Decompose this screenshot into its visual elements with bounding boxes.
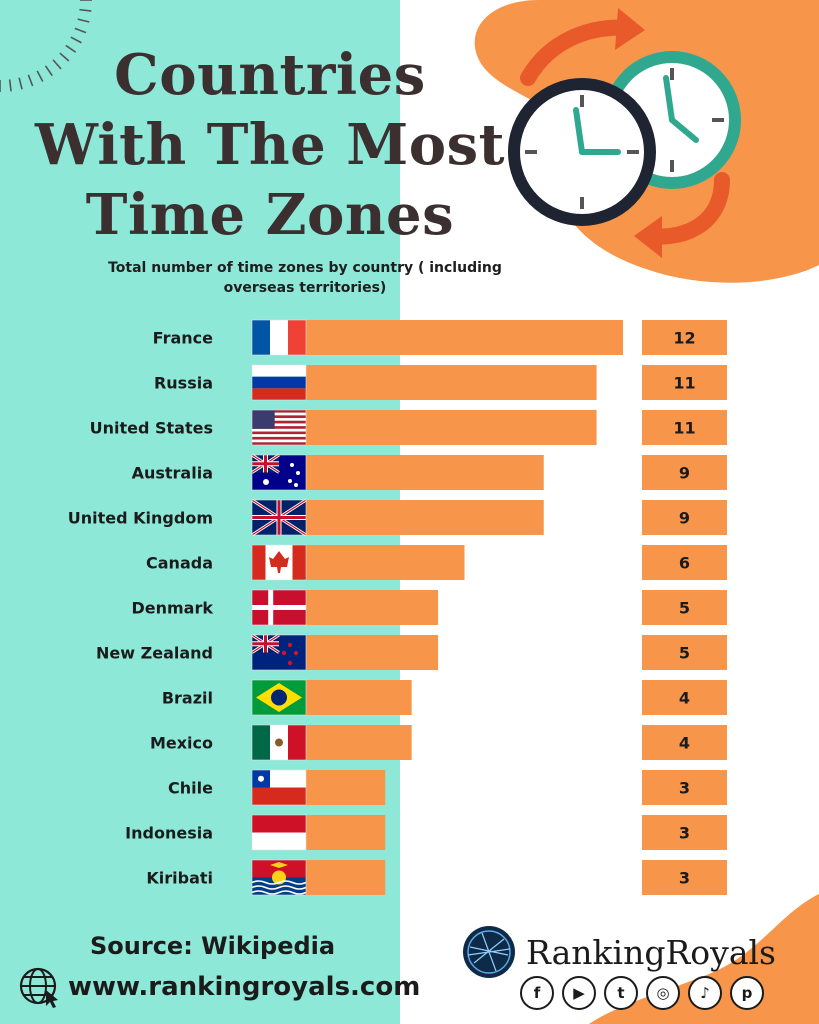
data-label: 6 <box>679 554 690 573</box>
title-line: Time Zones <box>85 182 455 248</box>
denmark-flag <box>251 589 307 626</box>
tiktok-icon[interactable]: ♪ <box>688 976 722 1010</box>
canada-flag <box>251 544 307 581</box>
value-box <box>642 545 727 580</box>
pinterest-icon[interactable]: p <box>730 976 764 1010</box>
data-label: 9 <box>679 509 690 528</box>
russia-flag <box>251 364 307 401</box>
category-label: France <box>153 329 213 348</box>
value-box <box>642 680 727 715</box>
page-title: Countries With The Most Time Zones <box>20 40 520 250</box>
value-box <box>642 455 727 490</box>
category-label: Russia <box>154 374 213 393</box>
category-label: Chile <box>168 779 213 798</box>
new-zealand-flag <box>251 633 307 671</box>
bar <box>306 725 412 760</box>
twitter-icon[interactable]: t <box>604 976 638 1010</box>
sunburst-decoration-icon <box>0 0 92 92</box>
category-label: Denmark <box>131 599 213 618</box>
value-box <box>642 815 727 850</box>
bar <box>306 635 439 670</box>
bar <box>306 545 465 580</box>
value-box <box>642 725 727 760</box>
data-label: 4 <box>679 689 690 708</box>
bar <box>306 500 544 535</box>
social-links: f ▶ t ◎ ♪ p <box>520 976 764 1010</box>
bar <box>306 455 544 490</box>
website-row[interactable]: www.rankingroyals.com <box>18 966 420 1008</box>
globe-icon <box>19 967 58 1008</box>
category-label: New Zealand <box>96 644 213 663</box>
category-label: Brazil <box>162 689 213 708</box>
clocks-illustration-icon <box>508 8 741 258</box>
chart-subtitle: Total number of time zones by country ( … <box>108 260 502 296</box>
value-box <box>642 500 727 535</box>
title-line: With The Most <box>34 112 505 178</box>
data-label: 11 <box>673 374 695 393</box>
data-label: 9 <box>679 464 690 483</box>
facebook-icon[interactable]: f <box>520 976 554 1010</box>
bar <box>306 770 386 805</box>
category-label: Australia <box>132 464 213 483</box>
category-label: United States <box>90 419 213 438</box>
category-label: Indonesia <box>125 824 213 843</box>
chile-flag <box>251 769 307 806</box>
category-label: United Kingdom <box>68 509 213 528</box>
bar <box>306 680 412 715</box>
mexico-flag <box>251 724 307 761</box>
brazil-flag <box>251 679 307 716</box>
value-box <box>642 365 727 400</box>
data-label: 4 <box>679 734 690 753</box>
value-box <box>642 410 727 445</box>
data-label: 3 <box>679 824 690 843</box>
brand-name: RankingRoyals <box>526 932 776 972</box>
brand-logo: RankingRoyals <box>462 925 776 979</box>
value-box <box>642 860 727 895</box>
data-label: 12 <box>673 329 695 348</box>
indonesia-flag <box>251 814 307 851</box>
data-label: 5 <box>679 599 690 618</box>
youtube-icon[interactable]: ▶ <box>562 976 596 1010</box>
united-kingdom-flag <box>251 498 307 537</box>
bar <box>306 815 386 850</box>
bar <box>306 365 597 400</box>
australia-flag <box>251 453 307 491</box>
title-line: Countries <box>114 42 426 108</box>
category-label: Kiribati <box>146 869 213 888</box>
data-label: 5 <box>679 644 690 663</box>
france-flag <box>251 319 307 356</box>
bar <box>306 590 439 625</box>
bar <box>306 320 623 355</box>
brand-globe-icon <box>463 926 515 978</box>
value-box <box>642 590 727 625</box>
value-box <box>642 635 727 670</box>
value-box <box>642 320 727 355</box>
value-box <box>642 770 727 805</box>
website-link[interactable]: www.rankingroyals.com <box>68 972 421 1002</box>
data-label: 3 <box>679 779 690 798</box>
kiribati-flag <box>251 859 307 896</box>
data-label: 11 <box>673 419 695 438</box>
bar <box>306 860 386 895</box>
category-label: Mexico <box>150 734 213 753</box>
bar <box>306 410 597 445</box>
category-label: Canada <box>146 554 213 573</box>
united-states-flag <box>251 409 307 446</box>
data-label: 3 <box>679 869 690 888</box>
instagram-icon[interactable]: ◎ <box>646 976 680 1010</box>
source-label: Source: Wikipedia <box>90 932 336 960</box>
